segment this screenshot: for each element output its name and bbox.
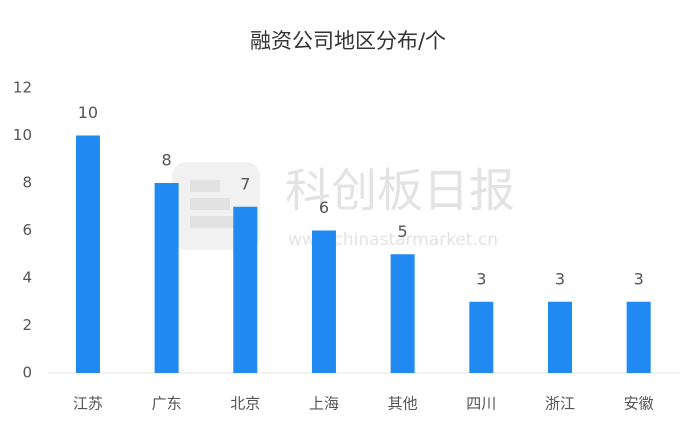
value-label: 10	[78, 103, 98, 122]
bar	[469, 301, 494, 373]
bar	[233, 206, 258, 373]
x-tick-label: 广东	[152, 395, 182, 413]
bar	[311, 230, 336, 373]
watermark-name: 科创板日报	[285, 164, 515, 218]
watermark-logo-part	[190, 216, 240, 228]
x-tick-label: 上海	[309, 395, 339, 413]
watermark: 科创板日报 www.chinastarmarket.cn	[172, 162, 515, 250]
x-tick-label: 江苏	[73, 395, 103, 413]
x-tick-label: 安徽	[624, 395, 654, 413]
bar	[547, 301, 572, 373]
value-label: 7	[240, 174, 250, 193]
y-tick-label: 4	[22, 269, 32, 287]
bar	[626, 301, 651, 373]
x-tick-label: 北京	[230, 395, 260, 413]
value-label: 3	[476, 269, 486, 288]
value-label: 6	[319, 198, 329, 217]
value-label: 8	[162, 151, 172, 170]
y-tick-label: 12	[13, 79, 32, 97]
y-tick-label: 10	[13, 126, 32, 144]
y-tick-label: 0	[22, 364, 32, 382]
bar	[154, 183, 179, 373]
y-tick-label: 2	[22, 316, 32, 334]
value-label: 5	[398, 222, 408, 241]
x-tick-label: 四川	[466, 395, 496, 413]
bar	[390, 254, 415, 373]
bar	[75, 135, 100, 373]
value-label: 3	[555, 269, 565, 288]
y-tick-label: 8	[22, 174, 32, 192]
watermark-logo-part	[190, 180, 220, 192]
chart-title: 融资公司地区分布/个	[250, 29, 446, 53]
watermark-url: www.chinastarmarket.cn	[288, 230, 498, 250]
x-tick-label: 浙江	[545, 395, 575, 413]
x-tick-label: 其他	[388, 395, 418, 413]
value-label: 3	[634, 269, 644, 288]
y-tick-label: 6	[22, 221, 32, 239]
watermark-logo-part	[190, 198, 230, 210]
